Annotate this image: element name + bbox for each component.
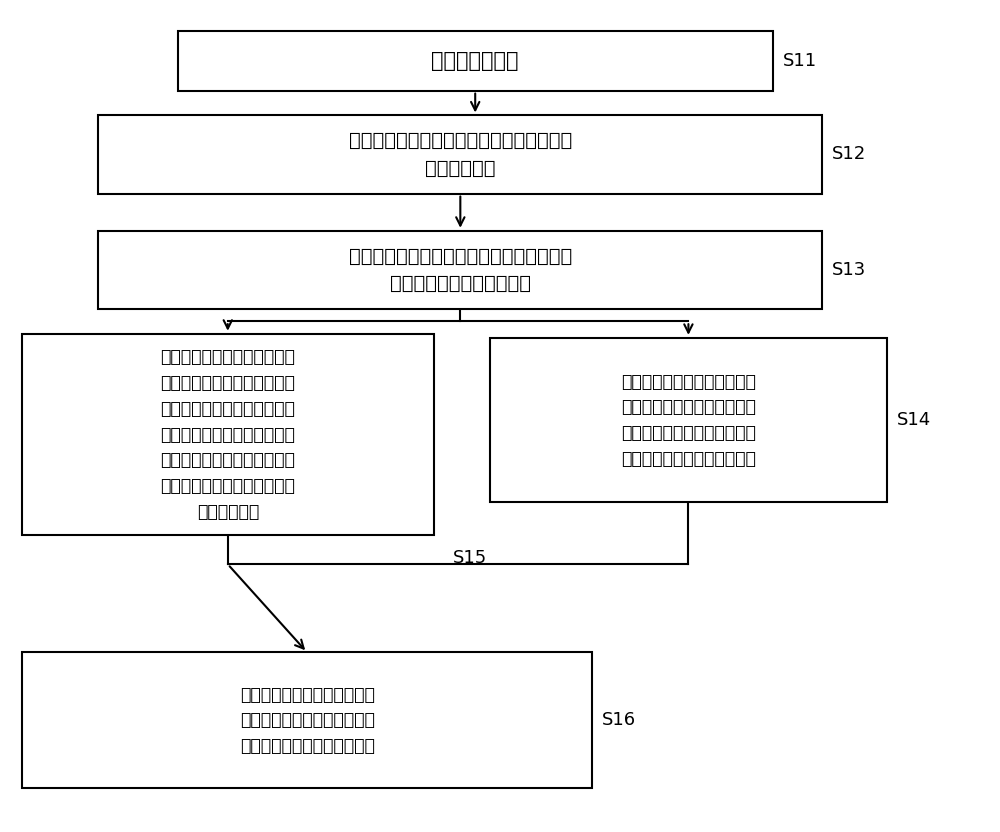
Bar <box>22 652 592 788</box>
Text: S11: S11 <box>783 52 817 70</box>
Text: 将所述缺陷位置数据输入检测
装置，根据所述缺陷位置数据
在所述检测装置中划定关心区
域，使所述检测装置对关心区
域进行扫描检测，若检测装置
扫描到关心区域内的缺: 将所述缺陷位置数据输入检测 装置，根据所述缺陷位置数据 在所述检测装置中划定关心… <box>160 349 295 521</box>
Text: 根据所述缺陷参数，采用复查
装置对待测晶圆上的缺陷进行
复查，以确定缺陷的实际情况: 根据所述缺陷参数，采用复查 装置对待测晶圆上的缺陷进行 复查，以确定缺陷的实际情… <box>240 686 375 755</box>
Text: 根据所标出的缺陷位置，获取所述待检测晶
圆上的所有的缺陷位置数据: 根据所标出的缺陷位置，获取所述待检测晶 圆上的所有的缺陷位置数据 <box>349 246 572 293</box>
Text: S12: S12 <box>832 146 866 163</box>
Bar <box>98 230 822 309</box>
Text: 根据所述缺陷位置数据，使查
看装置在待检测晶圆上找到缺
陷所在位置，并通过所述检测
装置查看所述缺陷的实际情况: 根据所述缺陷位置数据，使查 看装置在待检测晶圆上找到缺 陷所在位置，并通过所述检… <box>621 373 756 468</box>
Text: 对所述检测晶圆进行检测，标出待检测晶圆
上的缺陷位置: 对所述检测晶圆进行检测，标出待检测晶圆 上的缺陷位置 <box>349 131 572 177</box>
Bar <box>178 32 773 91</box>
Text: 提供待检测晶圆: 提供待检测晶圆 <box>431 51 519 71</box>
Text: S13: S13 <box>832 260 866 279</box>
Bar <box>490 338 887 503</box>
Text: S16: S16 <box>602 711 636 730</box>
Text: S14: S14 <box>897 411 931 429</box>
Bar <box>98 116 822 194</box>
Text: S15: S15 <box>452 548 487 567</box>
Bar <box>22 334 434 536</box>
